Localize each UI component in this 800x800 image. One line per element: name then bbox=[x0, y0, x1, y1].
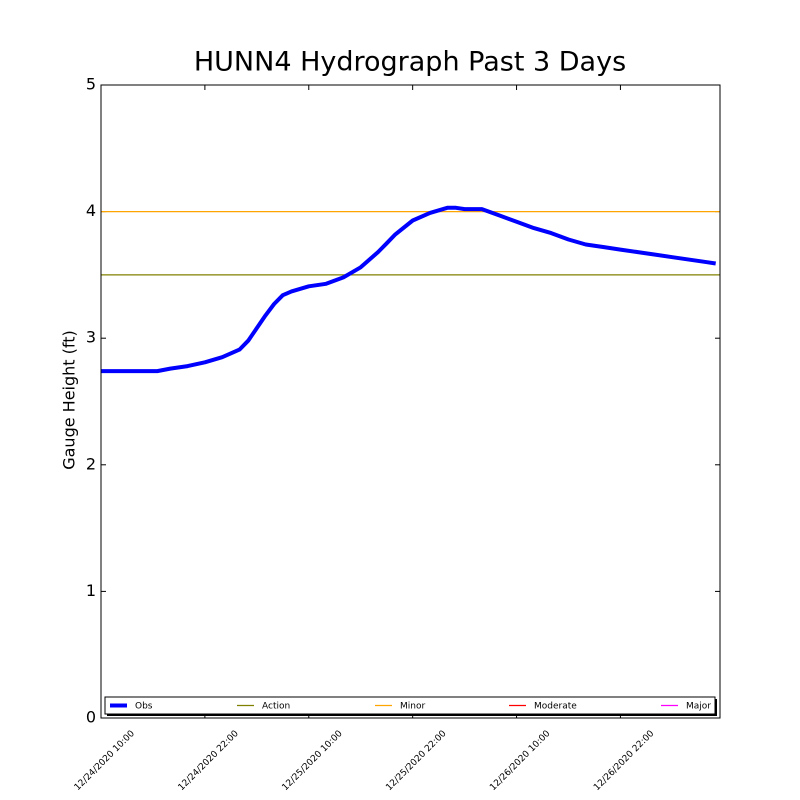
y-tick-label: 5 bbox=[86, 75, 96, 94]
y-axis-label: Gauge Height (ft) bbox=[60, 330, 79, 470]
y-tick-label: 1 bbox=[86, 581, 96, 600]
y-tick-label: 0 bbox=[86, 708, 96, 727]
plot-frame bbox=[100, 84, 721, 719]
legend-label: Minor bbox=[400, 702, 425, 712]
legend: Obs Action Minor Moderate Major bbox=[104, 696, 717, 716]
y-tick-label: 4 bbox=[86, 201, 96, 220]
y-tick-label: 3 bbox=[86, 328, 96, 347]
y-tick-label: 2 bbox=[86, 454, 96, 473]
legend-label: Major bbox=[686, 702, 711, 712]
legend-label: Obs bbox=[135, 702, 153, 712]
legend-label: Moderate bbox=[534, 702, 577, 712]
legend-box bbox=[104, 696, 716, 715]
legend-label: Action bbox=[262, 702, 290, 712]
data-line bbox=[101, 205, 716, 374]
chart-title: HUNN4 Hydrograph Past 3 Days bbox=[194, 47, 626, 78]
